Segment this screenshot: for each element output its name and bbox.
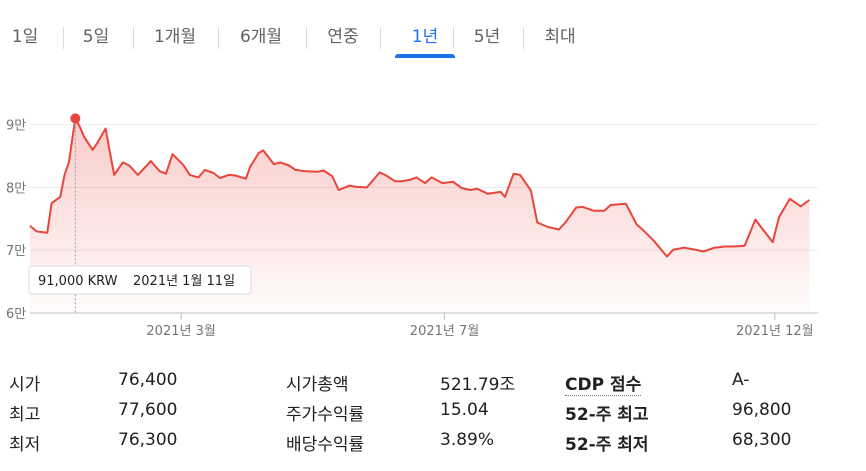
tab-divider xyxy=(453,27,454,49)
stat-pe-label: 주가수익률 xyxy=(286,405,365,425)
price-tooltip: 91,000 KRW 2021년 1월 11일 xyxy=(28,265,252,295)
y-tick-label: 8만 xyxy=(6,181,26,196)
tab-divider xyxy=(523,27,524,49)
stat-market-cap-label: 시가총액 xyxy=(286,375,349,395)
tab-1d[interactable]: 1일 xyxy=(11,27,39,47)
tab-5y[interactable]: 5년 xyxy=(473,27,501,47)
stat-low-value: 76,300 xyxy=(118,430,178,450)
y-tick-label: 9만 xyxy=(6,119,26,134)
stat-cdp-label[interactable]: CDP 점수 xyxy=(565,370,642,396)
stat-52w-high-value: 96,800 xyxy=(732,400,792,420)
stat-open-value: 76,400 xyxy=(118,370,178,390)
x-tick-label: 2021년 12월 xyxy=(736,324,814,339)
tooltip-date: 2021년 1월 11일 xyxy=(133,274,235,289)
stat-dividend-label: 배당수익률 xyxy=(286,435,365,455)
stat-52w-high-label: 52-주 최고 xyxy=(565,405,649,425)
tab-divider xyxy=(133,27,134,49)
x-tick-label: 2021년 7월 xyxy=(410,324,479,339)
tab-5d[interactable]: 5일 xyxy=(82,27,110,47)
tab-divider xyxy=(63,27,64,49)
price-line xyxy=(29,117,810,258)
stat-high-value: 77,600 xyxy=(118,400,178,420)
price-area xyxy=(30,118,810,314)
tab-6m[interactable]: 6개월 xyxy=(239,27,283,47)
tab-divider xyxy=(380,27,381,49)
tab-max[interactable]: 최대 xyxy=(544,27,576,47)
tooltip-price: 91,000 KRW xyxy=(38,274,118,289)
hover-point xyxy=(70,113,81,124)
tab-1y[interactable]: 1년 xyxy=(411,27,439,47)
stat-pe-value: 15.04 xyxy=(440,400,489,420)
stat-dividend-value: 3.89% xyxy=(440,430,495,450)
stat-open-label: 시가 xyxy=(9,375,41,395)
price-chart[interactable]: 9만 8만 7만 6만 2021년 3월 2021년 7월 2021년 12월 91,000 … xyxy=(0,95,866,360)
tab-divider xyxy=(306,27,307,49)
range-tabs: 1일 5일 1개월 6개월 연중 1년 5년 최대 xyxy=(0,18,866,58)
tab-1m[interactable]: 1개월 xyxy=(153,27,197,47)
stat-cdp-value: A- xyxy=(732,370,750,390)
active-tab-indicator xyxy=(395,54,455,58)
x-tick-label: 2021년 3월 xyxy=(146,324,215,339)
tab-divider xyxy=(218,27,219,49)
stat-52w-low-label: 52-주 최저 xyxy=(565,435,649,455)
tab-ytd[interactable]: 연중 xyxy=(327,27,359,47)
stat-market-cap-value: 521.79조 xyxy=(440,375,516,395)
stat-high-label: 최고 xyxy=(9,405,41,425)
stat-low-label: 최저 xyxy=(9,435,41,455)
y-tick-label: 7만 xyxy=(6,244,26,259)
stat-52w-low-value: 68,300 xyxy=(732,430,792,450)
y-tick-label: 6만 xyxy=(6,307,26,322)
tooltip-box xyxy=(28,265,252,295)
